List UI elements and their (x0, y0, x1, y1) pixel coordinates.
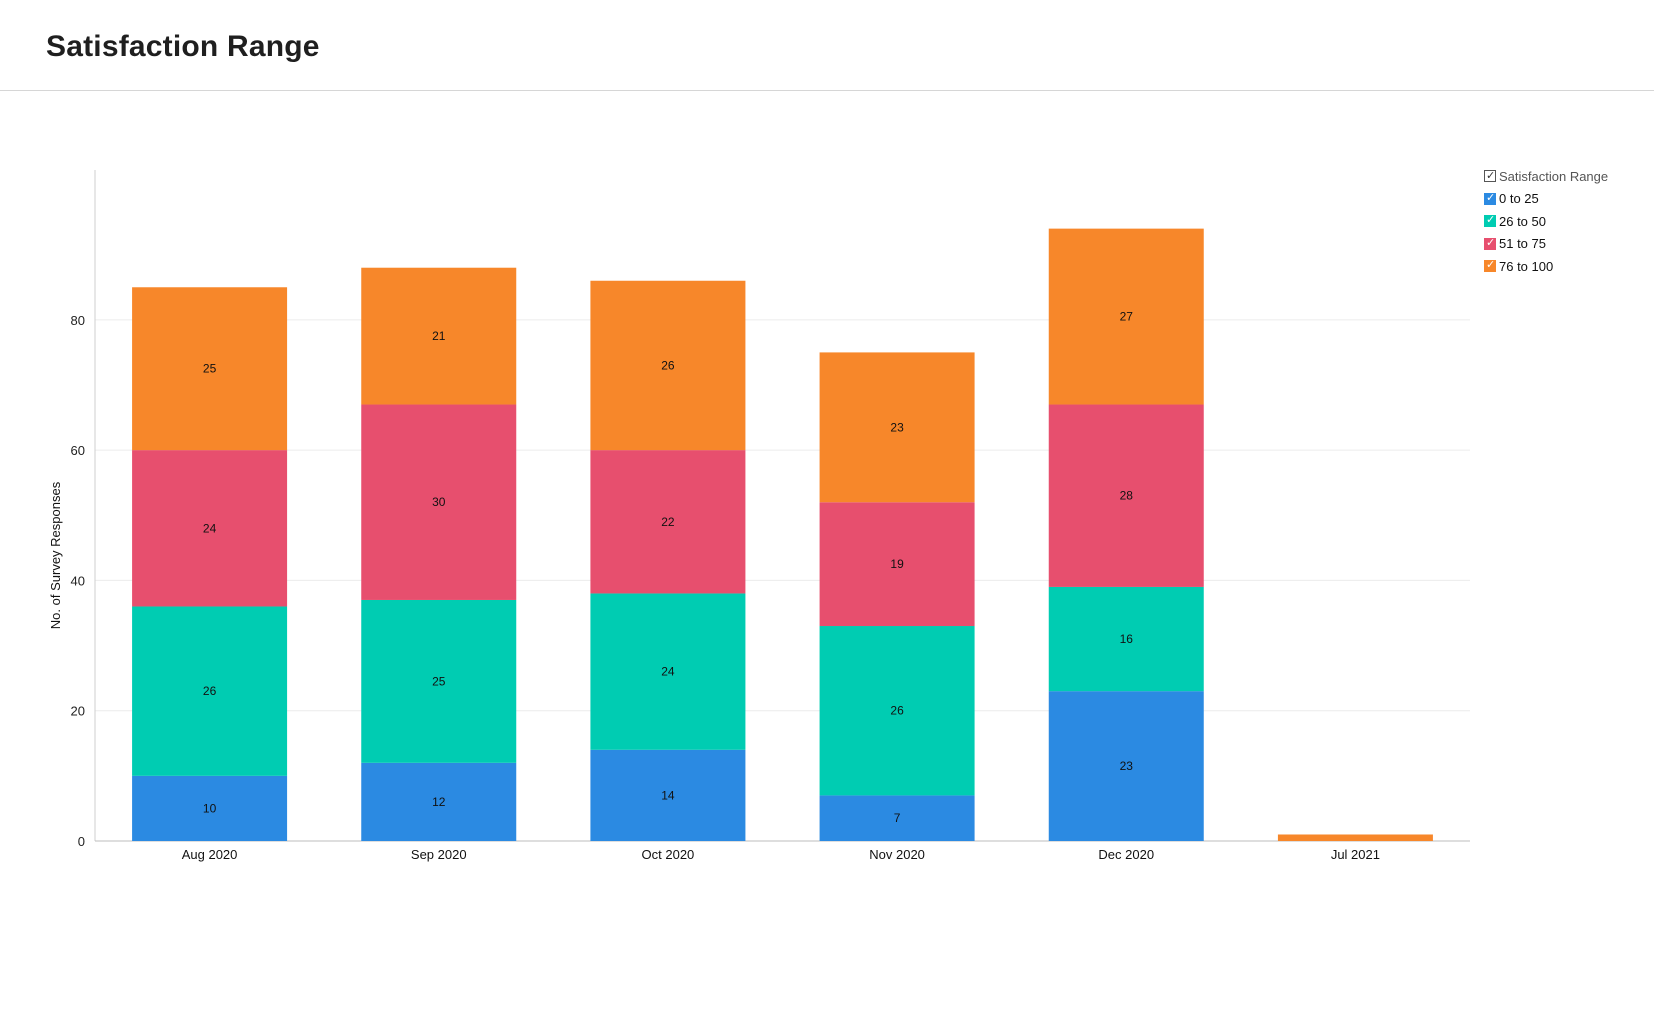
data-label: 19 (890, 557, 904, 571)
bar-segment (590, 749, 746, 841)
x-tick-label: Jul 2021 (1331, 847, 1380, 862)
y-tick-label: 60 (71, 443, 85, 458)
legend-label: 26 to 50 (1499, 213, 1546, 229)
bar-segment (819, 795, 975, 841)
data-label: 10 (203, 801, 217, 815)
x-tick-label: Aug 2020 (182, 847, 238, 862)
legend-item-51-to-75[interactable]: 51 to 75 (1484, 233, 1608, 256)
chart-legend: Satisfaction Range 0 to 25 26 to 50 51 t… (1484, 165, 1608, 278)
legend-label: 0 to 25 (1499, 191, 1539, 207)
y-tick-label: 40 (71, 573, 85, 588)
data-label: 30 (432, 495, 446, 509)
data-label: 16 (1120, 632, 1134, 646)
data-label: 25 (203, 362, 217, 376)
bar-segment (361, 599, 517, 763)
data-label: 7 (894, 811, 901, 825)
checkbox-icon[interactable] (1484, 169, 1496, 183)
bar-segment (819, 626, 975, 796)
y-tick-label: 80 (71, 313, 85, 328)
checkbox-icon[interactable] (1484, 258, 1496, 273)
y-tick-label: 20 (71, 704, 85, 719)
bar-segment (1048, 228, 1204, 405)
data-label: 12 (432, 795, 446, 809)
bar-segment (1048, 691, 1204, 841)
checkbox-icon[interactable] (1484, 191, 1496, 205)
data-label: 26 (661, 358, 675, 372)
checkbox-icon[interactable] (1484, 236, 1496, 250)
bar-segment (132, 287, 288, 451)
bar-segment (590, 593, 746, 750)
legend-item-76-to-100[interactable]: 76 to 100 (1484, 255, 1608, 278)
legend-toggle-all[interactable]: Satisfaction Range (1484, 165, 1608, 188)
legend-label: 51 to 75 (1499, 236, 1546, 252)
checkbox-icon[interactable] (1484, 213, 1496, 228)
data-label: 23 (890, 420, 904, 434)
bar-segment (819, 352, 975, 503)
y-axis-title: No. of Survey Responses (48, 481, 63, 629)
data-label: 28 (1120, 489, 1134, 503)
data-label: 14 (661, 788, 675, 802)
bar-segment (361, 404, 517, 600)
data-label: 21 (432, 329, 446, 343)
data-label: 25 (432, 674, 446, 688)
legend-item-26-to-50[interactable]: 26 to 50 (1484, 210, 1608, 233)
data-label: 22 (661, 515, 675, 529)
bar-segment (1277, 834, 1433, 841)
data-label: 26 (203, 684, 217, 698)
x-tick-label: Nov 2020 (869, 847, 925, 862)
page-header: Satisfaction Range (0, 0, 1654, 91)
bar-segment (132, 450, 288, 607)
bar-segment (132, 606, 288, 776)
data-label: 27 (1120, 310, 1134, 324)
legend-label: 76 to 100 (1499, 258, 1554, 274)
data-label: 24 (203, 521, 217, 535)
legend-item-0-to-25[interactable]: 0 to 25 (1484, 188, 1608, 211)
bar-segment (1048, 404, 1204, 587)
x-tick-label: Oct 2020 (642, 847, 695, 862)
bar-segment (1048, 586, 1204, 692)
bar-segment (819, 502, 975, 627)
bar-segment (590, 450, 746, 594)
data-label: 26 (890, 704, 904, 718)
x-tick-label: Dec 2020 (1098, 847, 1154, 862)
bar-segment (361, 267, 517, 405)
page-title: Satisfaction Range (46, 30, 320, 63)
bar-segment (590, 280, 746, 451)
bar-segment (361, 762, 517, 841)
y-tick-label: 0 (78, 834, 85, 849)
data-label: 23 (1120, 759, 1134, 773)
legend-title: Satisfaction Range (1499, 168, 1609, 184)
bar-segment (132, 775, 288, 841)
x-tick-label: Sep 2020 (411, 847, 467, 862)
data-label: 24 (661, 665, 675, 679)
